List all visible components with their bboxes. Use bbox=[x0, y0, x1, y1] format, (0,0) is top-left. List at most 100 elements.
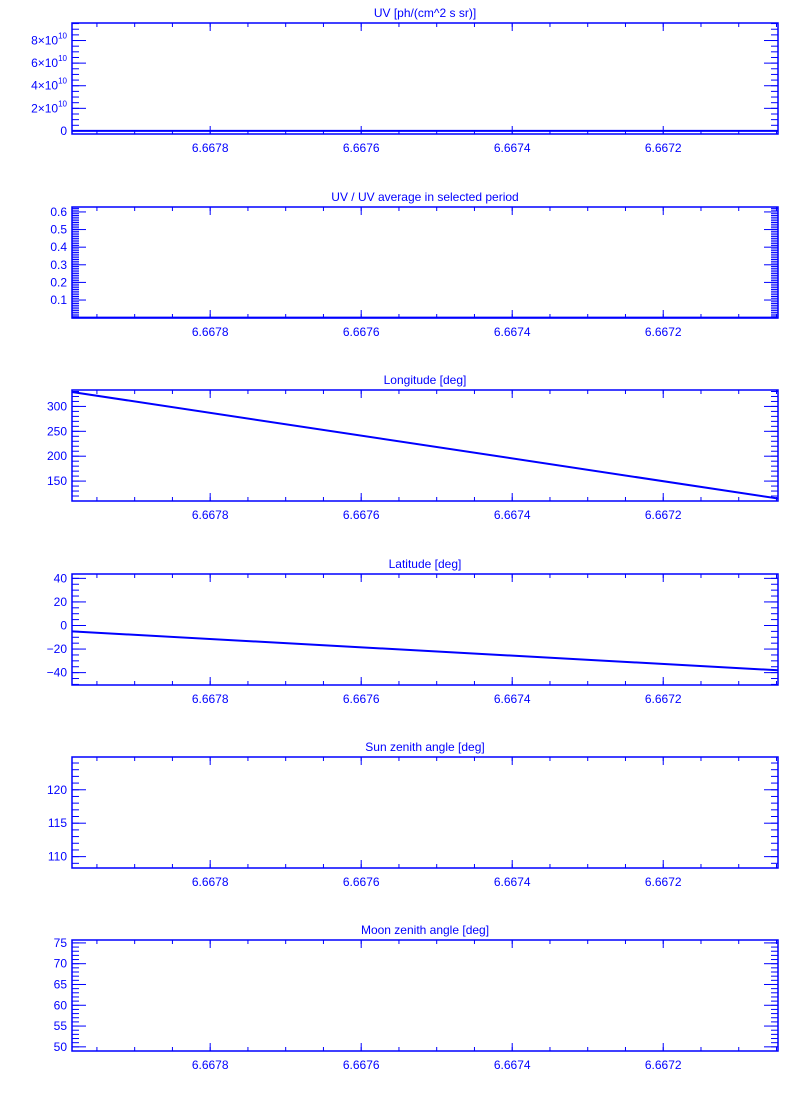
y-tick-mantissa: 4×10 bbox=[31, 79, 58, 93]
y-tick-mantissa: 110 bbox=[48, 850, 67, 864]
y-tick-label: 75 bbox=[54, 936, 68, 950]
plot-title: Moon zenith angle [deg] bbox=[361, 923, 489, 937]
y-tick-exponent: 10 bbox=[58, 99, 67, 108]
x-tick-label: 6.6674 bbox=[494, 508, 531, 522]
series-line bbox=[71, 391, 779, 500]
y-tick-label: 4×1010 bbox=[31, 77, 67, 93]
x-tick-label: 6.6674 bbox=[494, 325, 531, 339]
y-tick-label: 70 bbox=[54, 957, 68, 971]
y-tick-mantissa: 8×10 bbox=[31, 34, 58, 48]
y-tick-mantissa: 40 bbox=[54, 571, 68, 585]
plot-panel-6: Moon zenith angle [deg] 6.6678 6.6676 6.667… bbox=[54, 923, 779, 1072]
y-tick-mantissa: 150 bbox=[47, 474, 67, 488]
x-tick-label: 6.6676 bbox=[343, 141, 380, 155]
y-tick-mantissa: −20 bbox=[47, 642, 68, 656]
x-tick-label: 6.6678 bbox=[192, 141, 229, 155]
x-tick-label: 6.6674 bbox=[494, 692, 531, 706]
x-tick-label: 6.6672 bbox=[645, 1058, 682, 1072]
x-tick-label: 6.6676 bbox=[343, 325, 380, 339]
y-tick-label: 0.3 bbox=[50, 258, 67, 272]
y-tick-label: 40 bbox=[54, 571, 68, 585]
y-tick-mantissa: 0.3 bbox=[50, 258, 67, 272]
plot-frame bbox=[71, 206, 779, 319]
plot-panel-1: UV [ph/(cm^2 s sr)] 6.6678 6.6676 6.6674 6.6… bbox=[31, 6, 779, 155]
y-tick-label: 55 bbox=[54, 1019, 68, 1033]
plot-frame bbox=[71, 756, 779, 869]
y-tick-label: 0 bbox=[60, 124, 67, 138]
y-tick-mantissa: 200 bbox=[47, 449, 67, 463]
y-tick-mantissa: 50 bbox=[54, 1040, 68, 1054]
series-line bbox=[71, 630, 779, 672]
x-tick-label: 6.6672 bbox=[645, 875, 682, 889]
y-tick-label: 0.4 bbox=[50, 240, 67, 254]
y-tick-label: 2×1010 bbox=[31, 99, 67, 115]
plot-frame bbox=[71, 573, 779, 686]
y-tick-mantissa: 115 bbox=[48, 816, 67, 830]
y-tick-mantissa: 120 bbox=[47, 783, 67, 797]
plot-title: UV / UV average in selected period bbox=[331, 190, 518, 204]
x-tick-label: 6.6672 bbox=[645, 508, 682, 522]
plot-title: Longitude [deg] bbox=[384, 373, 467, 387]
y-tick-label: −20 bbox=[47, 642, 68, 656]
y-tick-mantissa: 0.1 bbox=[50, 293, 67, 307]
y-tick-mantissa: 250 bbox=[47, 424, 67, 438]
y-tick-mantissa: −40 bbox=[47, 666, 68, 680]
x-tick-label: 6.6676 bbox=[343, 508, 380, 522]
x-tick-label: 6.6678 bbox=[192, 875, 229, 889]
y-tick-label: 0.2 bbox=[50, 275, 67, 289]
y-tick-mantissa: 6×10 bbox=[31, 56, 58, 70]
x-tick-label: 6.6674 bbox=[494, 141, 531, 155]
y-tick-mantissa: 20 bbox=[54, 595, 68, 609]
y-tick-mantissa: 0 bbox=[60, 618, 67, 632]
plot-frame bbox=[71, 389, 779, 502]
y-tick-mantissa: 75 bbox=[54, 936, 68, 950]
y-tick-label: 0.1 bbox=[50, 293, 67, 307]
plot-title: Sun zenith angle [deg] bbox=[365, 740, 484, 754]
y-tick-label: 200 bbox=[47, 449, 67, 463]
y-tick-label: 115 bbox=[48, 816, 67, 830]
x-tick-label: 6.6672 bbox=[645, 325, 682, 339]
y-tick-mantissa: 0.2 bbox=[50, 275, 67, 289]
x-tick-label: 6.6676 bbox=[343, 692, 380, 706]
plot-panel-5: Sun zenith angle [deg] 6.6678 6.6676 6.6674… bbox=[47, 740, 779, 889]
x-tick-label: 6.6678 bbox=[192, 1058, 229, 1072]
y-tick-label: 150 bbox=[47, 474, 67, 488]
y-tick-exponent: 10 bbox=[58, 32, 67, 41]
x-tick-label: 6.6674 bbox=[494, 875, 531, 889]
x-tick-label: 6.6674 bbox=[494, 1058, 531, 1072]
y-tick-label: 65 bbox=[54, 977, 68, 991]
y-tick-mantissa: 55 bbox=[54, 1019, 68, 1033]
x-tick-label: 6.6678 bbox=[192, 508, 229, 522]
plot-title: UV [ph/(cm^2 s sr)] bbox=[374, 6, 476, 20]
x-tick-label: 6.6678 bbox=[192, 692, 229, 706]
x-tick-label: 6.6672 bbox=[645, 141, 682, 155]
x-tick-label: 6.6676 bbox=[343, 1058, 380, 1072]
plot-panel-4: Latitude [deg] 6.6678 6.6676 6.6674 6.6672 −4… bbox=[47, 557, 779, 706]
y-tick-label: 0.5 bbox=[50, 223, 67, 237]
y-tick-mantissa: 2×10 bbox=[31, 101, 58, 115]
plot-frame bbox=[71, 939, 779, 1052]
plot-panel-3: Longitude [deg] 6.6678 6.6676 6.6674 6.6672 1… bbox=[47, 373, 779, 522]
x-tick-label: 6.6672 bbox=[645, 692, 682, 706]
y-tick-label: 110 bbox=[48, 850, 67, 864]
x-tick-label: 6.6676 bbox=[343, 875, 380, 889]
plot-panel-2: UV / UV average in selected period 6.6678… bbox=[50, 190, 779, 339]
y-tick-label: −40 bbox=[47, 666, 68, 680]
plot-title: Latitude [deg] bbox=[389, 557, 462, 571]
y-tick-mantissa: 300 bbox=[47, 399, 67, 413]
y-tick-label: 6×1010 bbox=[31, 54, 67, 70]
y-tick-label: 120 bbox=[47, 783, 67, 797]
y-tick-exponent: 10 bbox=[58, 77, 67, 86]
y-tick-mantissa: 60 bbox=[54, 998, 68, 1012]
y-tick-label: 300 bbox=[47, 399, 67, 413]
y-tick-mantissa: 70 bbox=[54, 957, 68, 971]
y-tick-label: 60 bbox=[54, 998, 68, 1012]
plot-frame bbox=[71, 22, 779, 135]
y-tick-mantissa: 0.6 bbox=[50, 205, 67, 219]
y-tick-label: 8×1010 bbox=[31, 32, 67, 48]
y-tick-label: 50 bbox=[54, 1040, 68, 1054]
x-tick-label: 6.6678 bbox=[192, 325, 229, 339]
y-tick-label: 0.6 bbox=[50, 205, 67, 219]
y-tick-mantissa: 0 bbox=[60, 124, 67, 138]
